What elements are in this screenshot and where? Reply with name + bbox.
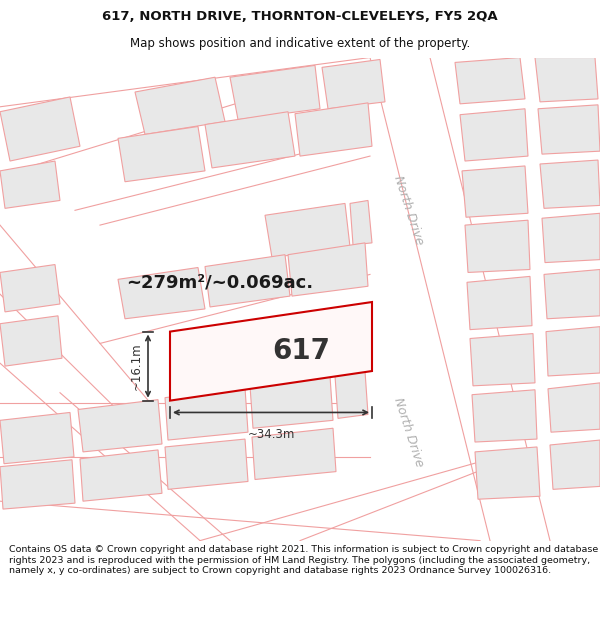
Polygon shape (322, 59, 385, 109)
Polygon shape (0, 161, 60, 208)
Polygon shape (135, 78, 225, 134)
Polygon shape (165, 439, 248, 489)
Text: ~34.3m: ~34.3m (247, 428, 295, 441)
Polygon shape (205, 112, 295, 168)
Polygon shape (78, 399, 162, 452)
Polygon shape (546, 327, 600, 376)
Polygon shape (542, 213, 600, 262)
Polygon shape (118, 126, 205, 182)
Polygon shape (288, 243, 368, 296)
Polygon shape (230, 66, 320, 119)
Text: North Drive: North Drive (391, 174, 425, 247)
Text: 617: 617 (272, 338, 330, 366)
Text: Contains OS data © Crown copyright and database right 2021. This information is : Contains OS data © Crown copyright and d… (9, 545, 598, 575)
Text: ~279m²/~0.069ac.: ~279m²/~0.069ac. (127, 273, 314, 291)
Polygon shape (170, 302, 372, 401)
Polygon shape (538, 105, 600, 154)
Polygon shape (544, 269, 600, 319)
Polygon shape (472, 390, 537, 442)
Polygon shape (475, 447, 540, 499)
Polygon shape (535, 58, 598, 102)
Polygon shape (550, 440, 600, 489)
Polygon shape (465, 220, 530, 272)
Polygon shape (295, 103, 372, 156)
Polygon shape (118, 268, 205, 319)
Text: ~16.1m: ~16.1m (130, 342, 143, 390)
Polygon shape (460, 109, 528, 161)
Text: 617, NORTH DRIVE, THORNTON-CLEVELEYS, FY5 2QA: 617, NORTH DRIVE, THORNTON-CLEVELEYS, FY… (102, 9, 498, 22)
Polygon shape (250, 376, 333, 428)
Polygon shape (335, 371, 368, 418)
Polygon shape (265, 203, 350, 258)
Polygon shape (540, 160, 600, 208)
Text: North Drive: North Drive (391, 396, 425, 469)
Polygon shape (462, 166, 528, 217)
Polygon shape (350, 201, 372, 245)
Polygon shape (0, 460, 75, 509)
Polygon shape (455, 58, 525, 104)
Polygon shape (165, 388, 248, 440)
Text: Map shows position and indicative extent of the property.: Map shows position and indicative extent… (130, 37, 470, 49)
Polygon shape (80, 450, 162, 501)
Polygon shape (467, 276, 532, 329)
Polygon shape (205, 255, 290, 307)
Polygon shape (0, 97, 80, 161)
Polygon shape (548, 383, 600, 432)
Polygon shape (470, 334, 535, 386)
Polygon shape (252, 428, 336, 479)
Polygon shape (0, 412, 74, 464)
Polygon shape (0, 264, 60, 312)
Polygon shape (0, 316, 62, 366)
